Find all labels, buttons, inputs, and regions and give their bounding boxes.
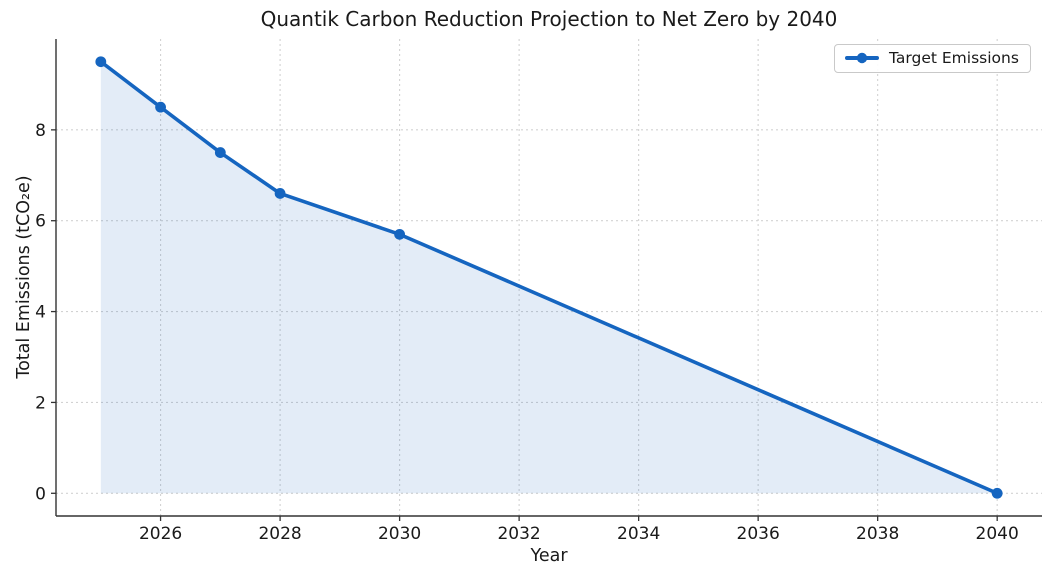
legend: Target Emissions	[834, 44, 1031, 73]
x-axis-label: Year	[530, 546, 568, 566]
series-line	[99, 59, 999, 496]
data-point-marker	[394, 228, 406, 240]
data-point-marker	[95, 56, 107, 68]
y-tick-label: 4	[35, 303, 46, 323]
x-tick-label: 2026	[139, 524, 182, 544]
data-point-marker	[155, 101, 166, 113]
chart-title: Quantik Carbon Reduction Projection to N…	[260, 7, 838, 31]
x-tick-label: 2040	[976, 524, 1019, 544]
x-tick-label: 2032	[497, 524, 540, 544]
x-tick-label: 2034	[617, 524, 660, 544]
y-tick-label: 8	[35, 121, 46, 141]
area-fill	[100, 61, 998, 494]
data-point-marker	[991, 487, 1003, 499]
x-tick-label: 2028	[258, 524, 301, 544]
legend-label: Target Emissions	[889, 49, 1019, 67]
y-tick-label: 0	[35, 484, 46, 504]
y-tick-label: 2	[35, 393, 46, 413]
x-tick-label: 2036	[737, 524, 780, 544]
y-tick-label: 6	[35, 212, 46, 232]
y-axis-label: Total Emissions (tCO₂e)	[14, 175, 34, 379]
legend-line-sample	[845, 52, 879, 64]
data-point-marker	[214, 147, 226, 158]
x-tick-label: 2038	[856, 524, 899, 544]
x-tick-label: 2030	[378, 524, 421, 544]
data-point-marker	[274, 188, 286, 199]
